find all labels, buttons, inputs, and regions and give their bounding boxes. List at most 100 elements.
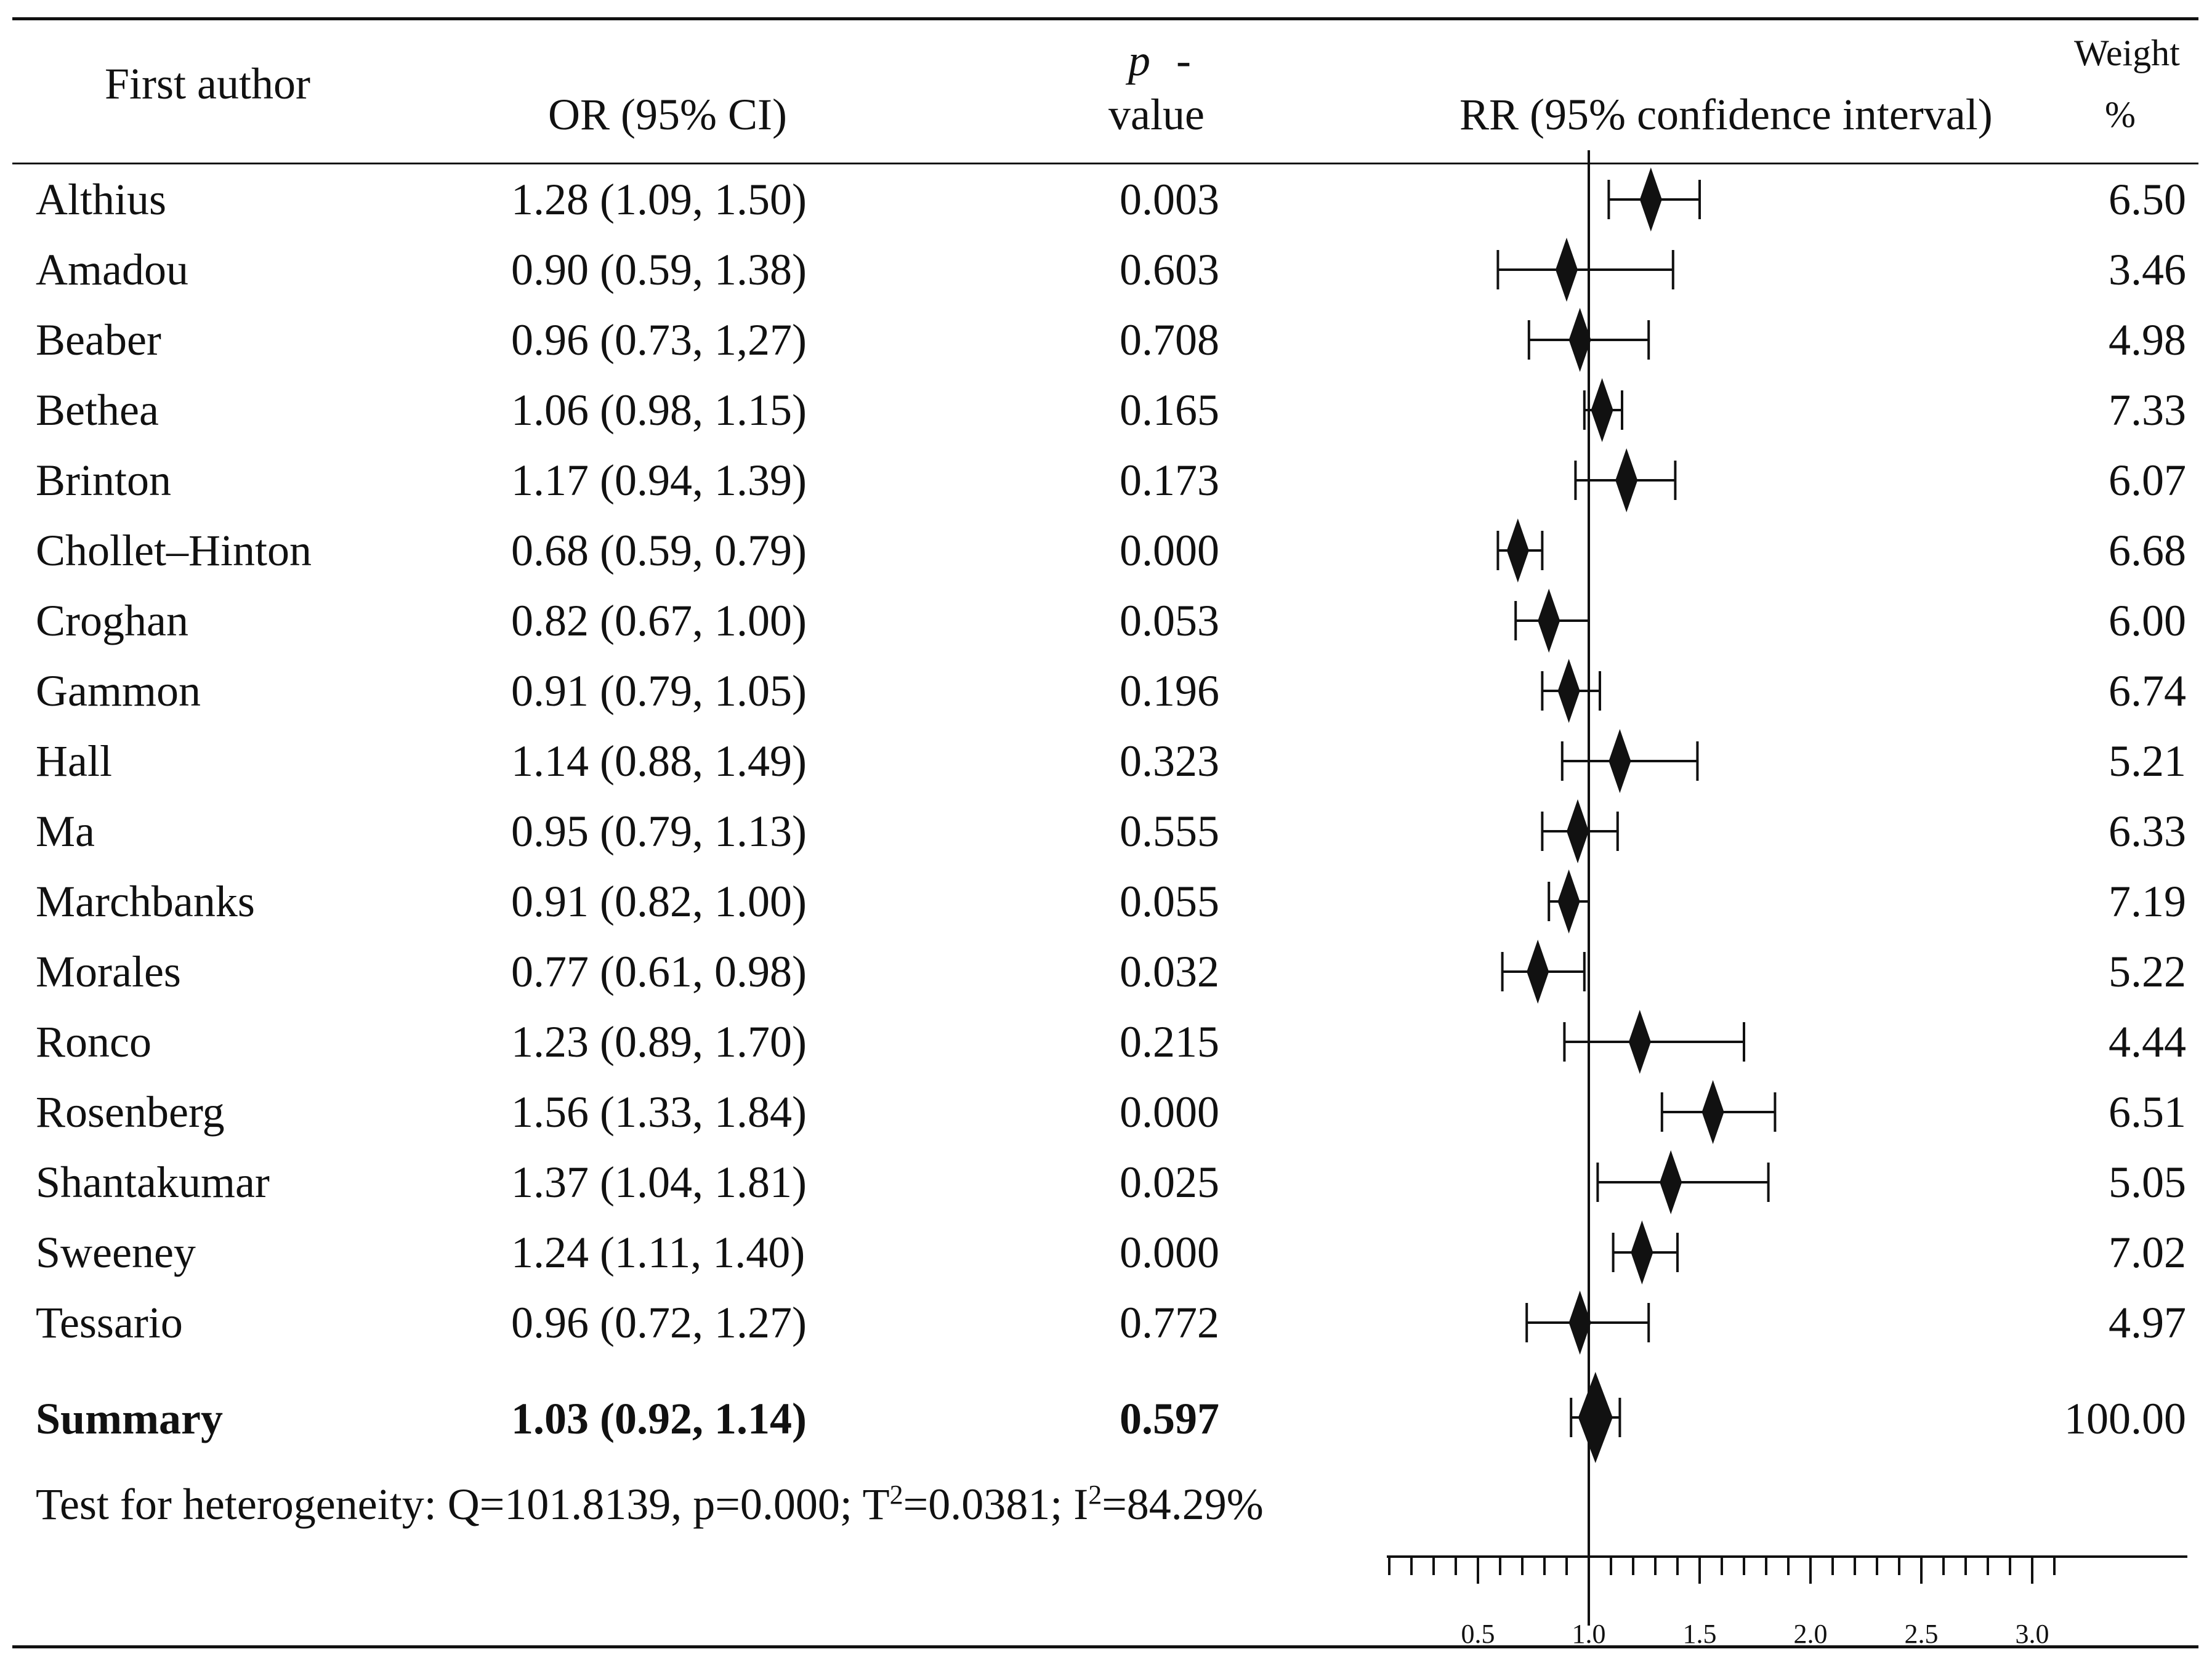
point-estimate-diamond [1660,1150,1682,1214]
study-author: Shantakumar [36,1158,270,1207]
study-p-value: 0.215 [1120,1017,1219,1066]
study-p-value: 0.053 [1120,596,1219,645]
heterogeneity-sup-i: 2 [1088,1480,1102,1510]
study-p-value: 0.000 [1120,1228,1219,1277]
study-p-value: 0.025 [1120,1158,1219,1207]
point-estimate-diamond [1527,940,1549,1004]
point-estimate-diamond [1628,1010,1651,1074]
study-weight: 6.51 [2109,1087,2186,1137]
study-weight: 6.00 [2109,596,2186,645]
header-rule [12,163,2198,164]
study-or-ci: 0.68 (0.59, 0.79) [511,526,807,575]
point-estimate-diamond [1701,1080,1724,1144]
study-p-value: 0.032 [1120,947,1219,996]
header-weight-percent: % [2105,94,2136,135]
point-estimate-diamond [1538,589,1560,653]
study-weight: 6.50 [2109,175,2186,224]
study-or-ci: 1.14 (0.88, 1.49) [511,736,807,786]
study-p-value: 0.000 [1120,526,1219,575]
study-author: Chollet–Hinton [36,526,312,575]
point-estimate-diamond [1609,729,1631,793]
study-author: Beaber [36,315,161,365]
study-p-value: 0.555 [1120,807,1219,856]
header-p-letter: p [1128,36,1150,85]
study-weight: 7.19 [2109,877,2186,926]
point-estimate-diamond [1568,1291,1591,1355]
x-tick-label: 3.0 [2016,1619,2049,1649]
study-author: Rosenberg [36,1087,225,1137]
study-weight: 6.74 [2109,666,2186,716]
study-or-ci: 0.91 (0.79, 1.05) [511,666,807,716]
study-p-value: 0.055 [1120,877,1219,926]
heterogeneity-suffix: =84.29% [1102,1480,1264,1529]
header-weight: Weight [2074,33,2180,73]
study-weight: 6.33 [2109,807,2186,856]
point-estimate-diamond [1567,799,1589,863]
study-or-ci: 1.24 (1.11, 1.40) [511,1228,805,1277]
study-p-value: 0.708 [1120,315,1219,365]
study-or-ci: 1.56 (1.33, 1.84) [511,1087,807,1137]
study-author: Ronco [36,1017,151,1066]
study-or-ci: 0.91 (0.82, 1.00) [511,877,807,926]
study-author: Sweeney [36,1228,196,1277]
x-tick-label: 2.0 [1794,1619,1828,1649]
point-estimate-diamond [1557,869,1580,933]
study-author: Gammon [36,666,201,716]
summary-or: 1.03 (0.92, 1.14) [511,1394,807,1443]
study-or-ci: 1.28 (1.09, 1.50) [511,175,807,224]
header-rr-ci: RR (95% confidence interval) [1459,90,1993,139]
x-tick-label: 0.5 [1461,1619,1495,1649]
study-author: Croghan [36,596,188,645]
summary-label: Summary [36,1394,223,1443]
heterogeneity-test: Test for heterogeneity: Q=101.8139, p=0.… [36,1480,1264,1529]
study-author: Althius [36,175,167,224]
study-p-value: 0.003 [1120,175,1219,224]
point-estimate-diamond [1557,659,1580,723]
study-p-value: 0.165 [1120,385,1219,435]
heterogeneity-sup-t: 2 [889,1480,903,1510]
study-p-value: 0.196 [1120,666,1219,716]
study-author: Hall [36,736,112,786]
x-tick-label: 1.0 [1572,1619,1606,1649]
x-tick-label: 1.5 [1683,1619,1717,1649]
study-author: Amadou [36,245,188,294]
study-weight: 5.22 [2109,947,2186,996]
study-p-value: 0.323 [1120,736,1219,786]
point-estimate-diamond [1568,308,1591,372]
study-p-value: 0.772 [1120,1298,1219,1347]
heterogeneity-prefix: Test for heterogeneity: Q=101.8139, p=0.… [36,1480,890,1529]
heterogeneity-mid: =0.0381; I [903,1480,1089,1529]
study-weight: 5.05 [2109,1158,2186,1207]
study-weight: 7.02 [2109,1228,2186,1277]
study-or-ci: 1.17 (0.94, 1.39) [511,456,807,505]
study-author: Brinton [36,456,172,505]
x-tick-label: 2.5 [1905,1619,1939,1649]
study-or-ci: 0.77 (0.61, 0.98) [511,947,807,996]
point-estimate-diamond [1591,378,1613,442]
top-rule [12,17,2198,20]
study-weight: 6.07 [2109,456,2186,505]
study-p-value: 0.603 [1120,245,1219,294]
point-estimate-diamond [1639,167,1662,232]
study-author: Marchbanks [36,877,255,926]
study-author: Tessario [36,1298,183,1347]
study-or-ci: 0.95 (0.79, 1.13) [511,807,807,856]
study-weight: 4.97 [2109,1298,2186,1347]
point-estimate-diamond [1506,518,1529,583]
study-or-ci: 0.96 (0.73, 1,27) [511,315,807,365]
point-estimate-diamond [1556,238,1578,302]
study-weight: 3.46 [2109,245,2186,294]
study-weight: 4.44 [2109,1017,2186,1066]
study-weight: 6.68 [2109,526,2186,575]
study-author: Morales [36,947,181,996]
summary-p: 0.597 [1120,1394,1219,1443]
study-or-ci: 0.82 (0.67, 1.00) [511,596,807,645]
header-p-dash: - [1176,36,1191,85]
study-weight: 7.33 [2109,385,2186,435]
study-or-ci: 1.06 (0.98, 1.15) [511,385,807,435]
study-author: Ma [36,807,95,856]
header-or-ci: OR (95% CI) [548,90,787,139]
header-first-author: First author [105,59,310,108]
study-or-ci: 0.90 (0.59, 1.38) [511,245,807,294]
